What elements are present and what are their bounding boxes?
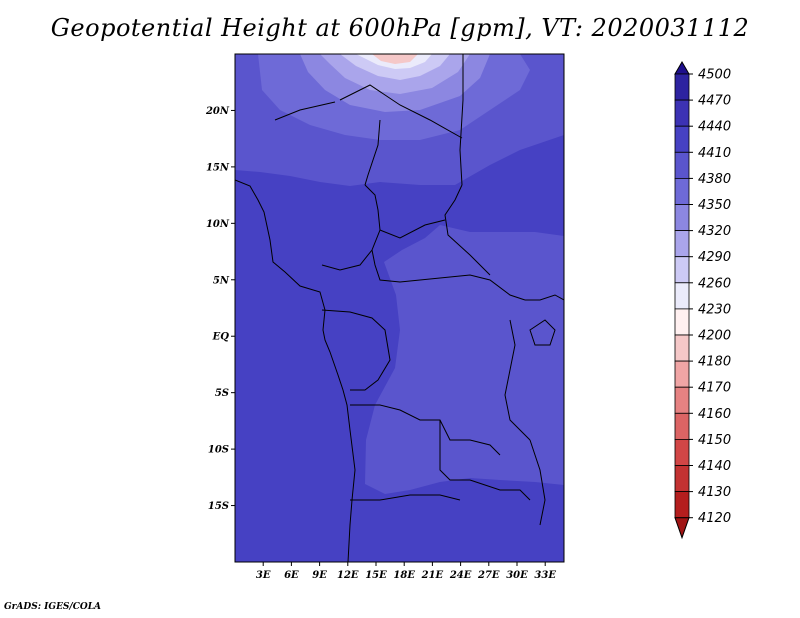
colorbar-label: 4410 bbox=[698, 146, 731, 161]
gabon-congo-border bbox=[321, 309, 391, 391]
y-tick-label: 5S bbox=[215, 388, 229, 399]
mozambique-border bbox=[529, 439, 546, 526]
y-axis-ticks: 20N 15N 10N 5N EQ 5S 10S 15S bbox=[205, 106, 235, 512]
colorbar-swatch bbox=[674, 204, 690, 232]
lake-victoria-shore bbox=[529, 319, 556, 346]
colorbar-label: 4380 bbox=[698, 172, 731, 187]
colorbar-swatch bbox=[674, 438, 690, 466]
colorbar-label: 4140 bbox=[698, 459, 731, 474]
colorbar-label: 4230 bbox=[698, 302, 731, 317]
chart-title: Geopotential Height at 600hPa [gpm], VT:… bbox=[50, 14, 750, 42]
west-african-coast bbox=[235, 179, 356, 562]
nigeria-cameroon-border bbox=[321, 184, 381, 271]
colorbar-label: 4470 bbox=[698, 94, 731, 109]
colorbar-swatch bbox=[674, 125, 690, 153]
colorbar-swatch bbox=[674, 334, 690, 362]
colorbar-swatch bbox=[674, 282, 690, 310]
colorbar-bottom-arrow bbox=[674, 517, 690, 540]
colorbar-label: 4440 bbox=[698, 120, 731, 135]
y-tick-label: 10N bbox=[206, 219, 230, 230]
field-congo-4380-4410 bbox=[365, 225, 564, 494]
colorbar-swatch bbox=[674, 491, 690, 519]
colorbar-swatch bbox=[674, 360, 690, 388]
colorbar-swatch bbox=[674, 465, 690, 493]
libya-egypt-border bbox=[459, 54, 464, 186]
colorbar-label: 4180 bbox=[698, 355, 731, 370]
colorbar-swatch bbox=[674, 99, 690, 127]
east-border bbox=[525, 294, 564, 301]
field-4200-4230 bbox=[372, 54, 418, 64]
x-tick-label: 9E bbox=[312, 570, 327, 581]
x-tick-label: 3E bbox=[256, 570, 271, 581]
x-tick-label: 18E bbox=[393, 570, 415, 581]
grads-credit: GrADS: IGES/COLA bbox=[4, 602, 102, 612]
colorbar-label: 4150 bbox=[698, 433, 731, 448]
colorbar-label: 4130 bbox=[698, 485, 731, 500]
zambia-south-border bbox=[469, 479, 531, 501]
colorbar-label: 4350 bbox=[698, 198, 731, 213]
niger-chad-border bbox=[364, 119, 381, 186]
x-tick-label: 15E bbox=[365, 570, 387, 581]
y-tick-label: 15S bbox=[208, 501, 229, 512]
x-tick-label: 6E bbox=[284, 570, 299, 581]
colorbar-swatch bbox=[674, 177, 690, 205]
y-tick-label: 15N bbox=[206, 162, 230, 173]
car-south-border bbox=[371, 249, 526, 301]
east-africa-lakes bbox=[504, 319, 531, 441]
y-tick-label: EQ bbox=[212, 332, 230, 343]
algeria-niger-border bbox=[274, 101, 336, 121]
colorbar-top-arrow bbox=[674, 61, 690, 75]
colorbar-swatch bbox=[674, 230, 690, 258]
angola-namibia-border bbox=[350, 494, 461, 501]
colorbar-label: 4500 bbox=[698, 68, 731, 83]
colorbar-swatch bbox=[674, 308, 690, 336]
colorbar-label: 4200 bbox=[698, 329, 731, 344]
map-frame bbox=[234, 53, 565, 563]
y-tick-label: 5N bbox=[213, 275, 230, 286]
colorbar-label: 4120 bbox=[698, 511, 731, 526]
x-tick-label: 27E bbox=[477, 570, 500, 581]
colorbar-label: 4160 bbox=[698, 407, 731, 422]
colorbar-swatch bbox=[674, 412, 690, 440]
colorbar-label: 4260 bbox=[698, 276, 731, 291]
car-north-border bbox=[379, 219, 446, 239]
colorbar: 4500 4470 4440 4410 4380 4350 4320 4290 4260 4230… bbox=[674, 61, 731, 540]
y-tick-label: 10S bbox=[208, 445, 229, 456]
x-tick-label: 12E bbox=[337, 570, 359, 581]
x-tick-label: 24E bbox=[449, 570, 472, 581]
x-tick-label: 21E bbox=[421, 570, 444, 581]
angola-zambia-border bbox=[439, 420, 470, 481]
colorbar-label: 4320 bbox=[698, 224, 731, 239]
chad-north-border bbox=[339, 84, 463, 139]
colorbar-swatch bbox=[674, 386, 690, 414]
chad-sudan-border bbox=[444, 184, 491, 276]
colorbar-label: 4290 bbox=[698, 250, 731, 265]
colorbar-label: 4170 bbox=[698, 381, 731, 396]
y-tick-label: 20N bbox=[205, 106, 230, 117]
colorbar-swatch bbox=[674, 73, 690, 101]
colorbar-swatch bbox=[674, 151, 690, 179]
coastlines-borders bbox=[235, 54, 564, 562]
shaded-field bbox=[235, 54, 564, 562]
colorbar-swatch bbox=[674, 256, 690, 284]
x-tick-label: 33E bbox=[534, 570, 556, 581]
x-tick-label: 30E bbox=[506, 570, 528, 581]
x-axis-ticks: 3E 6E 9E 12E 15E 18E 21E 24E 27E 30E 33E bbox=[256, 562, 556, 581]
